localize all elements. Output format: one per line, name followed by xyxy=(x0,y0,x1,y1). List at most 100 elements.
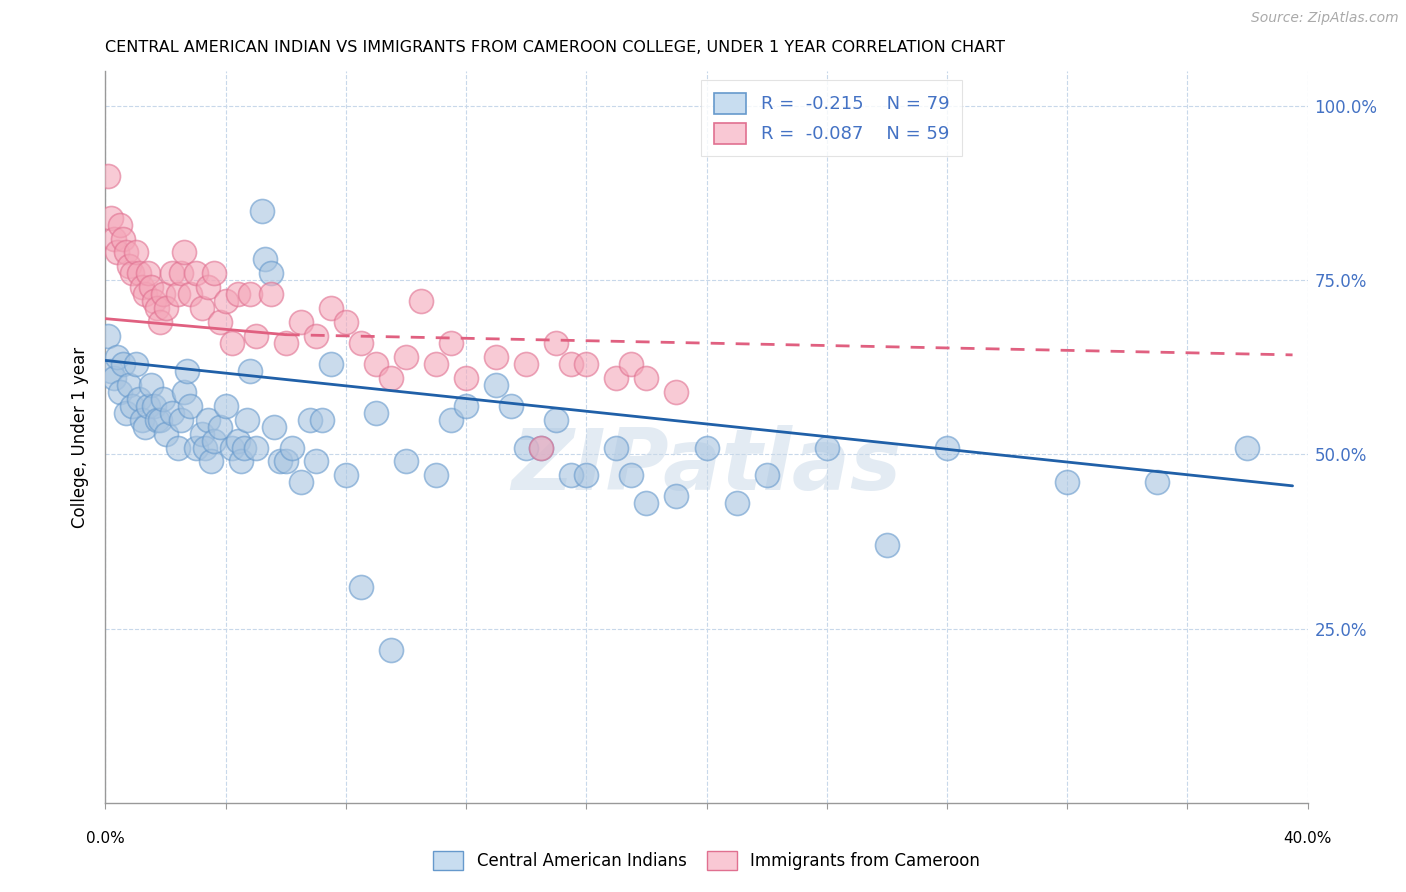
Point xyxy=(173,245,195,260)
Point xyxy=(197,280,219,294)
Point xyxy=(530,441,553,455)
Point xyxy=(107,350,129,364)
Point xyxy=(179,287,201,301)
Point xyxy=(190,426,212,441)
Point xyxy=(112,357,135,371)
Point xyxy=(145,412,167,426)
Point xyxy=(560,468,582,483)
Point xyxy=(208,419,231,434)
Point xyxy=(335,315,357,329)
Point xyxy=(176,364,198,378)
Point xyxy=(425,357,447,371)
Point xyxy=(131,280,153,294)
Point xyxy=(115,406,138,420)
Point xyxy=(112,231,135,245)
Text: 40.0%: 40.0% xyxy=(1284,831,1331,846)
Point xyxy=(274,336,297,351)
Point xyxy=(142,294,165,309)
Point xyxy=(169,266,191,280)
Point xyxy=(124,245,146,260)
Point xyxy=(1056,475,1078,490)
Point xyxy=(145,301,167,316)
Point xyxy=(110,384,132,399)
Point xyxy=(214,399,236,413)
Point xyxy=(160,406,183,420)
Point xyxy=(152,392,174,406)
Point xyxy=(100,364,122,378)
Point xyxy=(575,357,598,371)
Point xyxy=(319,357,342,371)
Point xyxy=(184,266,207,280)
Point xyxy=(605,371,627,385)
Point xyxy=(142,399,165,413)
Point xyxy=(253,252,276,267)
Point xyxy=(1146,475,1168,490)
Point xyxy=(194,441,217,455)
Point xyxy=(235,412,257,426)
Point xyxy=(118,377,141,392)
Point xyxy=(128,266,150,280)
Point xyxy=(245,441,267,455)
Point xyxy=(103,371,125,385)
Point xyxy=(269,454,291,468)
Point xyxy=(134,419,156,434)
Point xyxy=(936,441,959,455)
Point xyxy=(103,231,125,245)
Point xyxy=(395,350,418,364)
Text: CENTRAL AMERICAN INDIAN VS IMMIGRANTS FROM CAMEROON COLLEGE, UNDER 1 YEAR CORREL: CENTRAL AMERICAN INDIAN VS IMMIGRANTS FR… xyxy=(105,40,1005,55)
Point xyxy=(160,266,183,280)
Point xyxy=(166,441,188,455)
Text: Source: ZipAtlas.com: Source: ZipAtlas.com xyxy=(1251,12,1399,25)
Point xyxy=(245,329,267,343)
Point xyxy=(636,371,658,385)
Point xyxy=(636,496,658,510)
Point xyxy=(173,384,195,399)
Point xyxy=(152,287,174,301)
Point xyxy=(755,468,778,483)
Point xyxy=(97,169,120,183)
Point xyxy=(121,266,143,280)
Point xyxy=(454,399,477,413)
Point xyxy=(620,468,643,483)
Point xyxy=(454,371,477,385)
Point xyxy=(440,412,463,426)
Point xyxy=(311,412,333,426)
Point xyxy=(409,294,432,309)
Point xyxy=(364,406,387,420)
Point xyxy=(815,441,838,455)
Legend: Central American Indians, Immigrants from Cameroon: Central American Indians, Immigrants fro… xyxy=(425,843,988,879)
Point xyxy=(696,441,718,455)
Point xyxy=(97,329,120,343)
Point xyxy=(124,357,146,371)
Point xyxy=(202,434,225,448)
Point xyxy=(380,642,402,657)
Point xyxy=(1236,441,1258,455)
Point xyxy=(298,412,321,426)
Point xyxy=(546,412,568,426)
Y-axis label: College, Under 1 year: College, Under 1 year xyxy=(72,346,90,528)
Point xyxy=(208,315,231,329)
Point xyxy=(107,245,129,260)
Point xyxy=(239,287,262,301)
Point xyxy=(575,468,598,483)
Point xyxy=(485,377,508,392)
Point xyxy=(605,441,627,455)
Point xyxy=(155,426,177,441)
Point xyxy=(100,211,122,225)
Point xyxy=(139,377,162,392)
Point xyxy=(350,336,373,351)
Point xyxy=(232,441,254,455)
Point xyxy=(128,392,150,406)
Point xyxy=(665,489,688,503)
Text: 0.0%: 0.0% xyxy=(86,831,125,846)
Point xyxy=(136,266,159,280)
Point xyxy=(515,441,537,455)
Point xyxy=(530,441,553,455)
Point xyxy=(134,287,156,301)
Point xyxy=(305,329,328,343)
Point xyxy=(155,301,177,316)
Point xyxy=(110,218,132,232)
Point xyxy=(202,266,225,280)
Point xyxy=(305,454,328,468)
Point xyxy=(395,454,418,468)
